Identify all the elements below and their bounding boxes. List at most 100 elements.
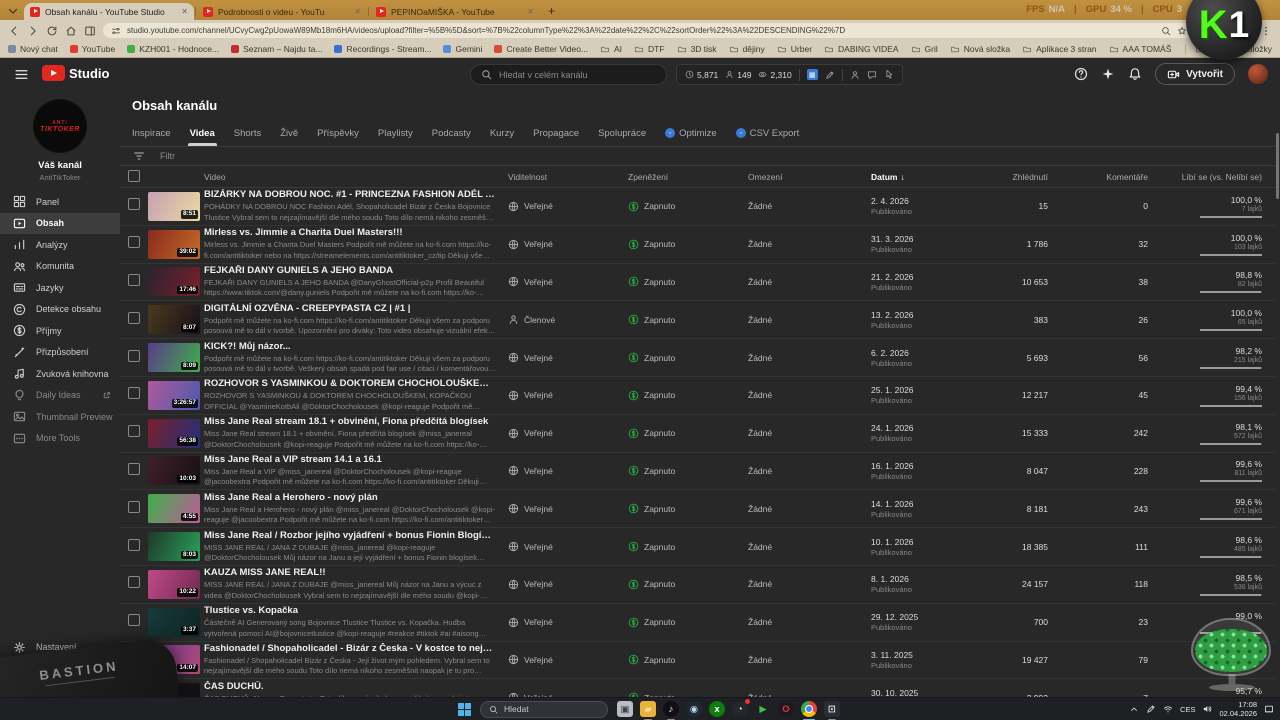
tab-inspirace[interactable]: Inspirace	[132, 127, 171, 139]
tab-close-icon[interactable]: ✕	[354, 7, 361, 16]
e-app-icon[interactable]: ⊡	[824, 701, 840, 720]
video-thumbnail[interactable]: 8:09	[148, 343, 200, 373]
pen-icon[interactable]	[1146, 704, 1156, 714]
site-settings-icon[interactable]	[111, 26, 121, 36]
file-explorer-icon[interactable]: ▰	[640, 701, 656, 720]
sparkle-icon[interactable]	[1101, 67, 1115, 81]
browser-menu-icon[interactable]	[1260, 25, 1272, 37]
video-thumbnail[interactable]: 39:02	[148, 229, 200, 259]
row-checkbox[interactable]	[128, 462, 140, 475]
opera-icon[interactable]: O	[778, 701, 794, 717]
table-row[interactable]: 8:07 DIGITÁLNÍ OZVĚNA - CREEPYPASTA CZ | …	[120, 301, 1276, 340]
video-title[interactable]: FEJKAŘI DANY GUNIELS A JEHO BANDA	[204, 264, 394, 276]
bookmark-create-better-video[interactable]: Create Better Video...	[494, 44, 588, 54]
steam-icon[interactable]: ◉	[686, 701, 702, 717]
table-row[interactable]: 8:09 KICK?! Můj názor... Podpořit mě můžet…	[120, 339, 1276, 377]
header-comments[interactable]: Komentáře	[1106, 172, 1148, 182]
pen-icon[interactable]	[825, 70, 835, 80]
bookmark-kzh001-hodnoce[interactable]: KZH001 - Hodnoce...	[127, 44, 219, 54]
browser-tab[interactable]: Obsah kanálu - YouTube Studio ✕	[24, 3, 194, 20]
row-checkbox[interactable]	[128, 576, 140, 589]
select-all-checkbox[interactable]	[128, 170, 140, 182]
table-row[interactable]: 4:55 Miss Jane Real a Herohero - nový plá…	[120, 490, 1276, 529]
video-title[interactable]: Mirless vs. Jimmie a Charita Duel Master…	[204, 227, 403, 239]
video-title[interactable]: BIZÁRKY NA DOBROU NOC. #1 - PRINCEZNA FA…	[204, 189, 496, 201]
video-title[interactable]: Miss Jane Real stream 18.1 + obvinění, F…	[204, 416, 489, 428]
bookmark-d-jiny[interactable]: dějiny	[729, 44, 765, 54]
sidebar-item-more-tools[interactable]: More Tools	[0, 428, 120, 450]
address-bar[interactable]: studio.youtube.com/channel/UCvyCwg2pUowa…	[103, 23, 1195, 38]
row-checkbox[interactable]	[128, 273, 140, 286]
tab-spolupr-ce[interactable]: Spolupráce	[598, 127, 647, 139]
row-checkbox[interactable]	[128, 538, 140, 551]
comment-icon[interactable]	[867, 70, 877, 80]
sidebar-item-zvukov-knihovna[interactable]: Zvuková knihovna	[0, 363, 120, 385]
sidebar-item-panel[interactable]: Panel	[0, 191, 120, 213]
home-icon[interactable]	[65, 25, 77, 37]
table-row[interactable]: 39:02 Mirless vs. Jimmie a Charita Duel M…	[120, 226, 1276, 264]
bookmark-seznam-najdu-ta[interactable]: Seznam – Najdu ta...	[231, 44, 322, 54]
sidebar-item-p-jmy[interactable]: Příjmy	[0, 320, 120, 342]
row-checkbox[interactable]	[128, 500, 140, 513]
bookmark-urber[interactable]: Urber	[777, 44, 812, 54]
sidebar-item-jazyky[interactable]: Jazyky	[0, 277, 120, 299]
header-date[interactable]: Datum ↓	[871, 172, 905, 182]
video-thumbnail[interactable]: 10:03	[148, 456, 200, 486]
new-tab-button[interactable]: +	[547, 3, 555, 18]
keyboard-language[interactable]: CES	[1180, 704, 1196, 714]
chrome-icon[interactable]	[801, 701, 817, 720]
bookmark-gemini[interactable]: Gemini	[443, 44, 482, 54]
wifi-icon[interactable]	[1163, 704, 1173, 714]
bookmark-3d-tisk[interactable]: 3D tisk	[677, 44, 717, 54]
tab-iv[interactable]: Živě	[280, 127, 299, 139]
row-checkbox[interactable]	[128, 236, 140, 249]
tab-propagace[interactable]: Propagace	[533, 127, 580, 139]
studio-search-input[interactable]: Hledat v celém kanálu	[470, 64, 667, 85]
tab-csv-export[interactable]: ◦ CSV Export	[735, 120, 799, 146]
tab-playlisty[interactable]: Playlisty	[377, 127, 413, 139]
tiktok-icon[interactable]: ♪	[663, 701, 679, 720]
clipboard-app-icon[interactable]: ▣	[617, 701, 633, 717]
video-title[interactable]: KAUZA MISS JANE REAL!!	[204, 567, 326, 579]
bookmark-gril[interactable]: Gril	[911, 44, 938, 54]
tray-chevron-up-icon[interactable]	[1129, 704, 1139, 714]
sidebar-item-komunita[interactable]: Komunita	[0, 256, 120, 278]
search-icon[interactable]	[1161, 26, 1171, 36]
obs-icon[interactable]: ◔	[732, 699, 750, 717]
sidebar-item-thumbnail-preview[interactable]: Thumbnail Preview	[0, 406, 120, 428]
forward-icon[interactable]	[27, 25, 39, 37]
hamburger-menu-icon[interactable]	[14, 67, 29, 82]
table-row[interactable]: ČAS DUCHŮ. ČAS DUCHŮ. AI song Prompty tu:…	[120, 679, 1276, 697]
header-views[interactable]: Zhlédnutí	[1012, 172, 1048, 182]
table-row[interactable]: 10:03 Miss Jane Real a VIP stream 14.1 a …	[120, 453, 1276, 491]
tab-close-icon[interactable]: ✕	[181, 7, 188, 16]
table-row[interactable]: 8:03 Miss Jane Real / Rozbor jejího vyjád…	[120, 528, 1276, 566]
header-monetization[interactable]: Zpeněžení	[628, 172, 669, 182]
video-title[interactable]: Fashionadel / Shopaholicadel - Bizár z Č…	[204, 642, 496, 654]
studio-logo[interactable]: Studio	[42, 65, 109, 81]
vidiq-extension-icon[interactable]: ▦	[806, 69, 818, 80]
video-thumbnail[interactable]: 4:55	[148, 494, 200, 524]
start-button-icon[interactable]	[458, 702, 471, 716]
sidebar-item-p-izp-soben[interactable]: Přizpůsobení	[0, 342, 120, 364]
create-button[interactable]: Vytvořit	[1155, 63, 1235, 85]
notifications-bell-icon[interactable]	[1128, 67, 1142, 81]
video-thumbnail[interactable]: 8:03	[148, 532, 200, 562]
table-row[interactable]: 3:26:57 ROZHOVOR S YASMINKOU & DOKTOREM C…	[120, 377, 1276, 415]
person-icon[interactable]	[850, 70, 860, 80]
video-title[interactable]: DIGITÁLNÍ OZVĚNA - CREEPYPASTA CZ | #1 |	[204, 302, 411, 314]
row-checkbox[interactable]	[128, 198, 140, 211]
sidebar-item-obsah[interactable]: Obsah	[0, 212, 120, 234]
sidebar-item-settings[interactable]: Nastavení	[0, 637, 120, 657]
table-row[interactable]: 8:51 BIZÁRKY NA DOBROU NOC. #1 - PRINCEZN…	[120, 188, 1276, 226]
tab-videa[interactable]: Videa	[187, 120, 217, 146]
help-icon[interactable]	[1074, 67, 1088, 81]
bookmark-nov-slo-ka[interactable]: Nová složka	[950, 44, 1010, 54]
video-title[interactable]: ROZHOVOR S YASMINKOU & DOKTOREM CHOCHOLO…	[204, 378, 496, 390]
back-icon[interactable]	[8, 25, 20, 37]
taskbar-clock[interactable]: 17:08 02.04.2026	[1219, 700, 1257, 719]
table-row[interactable]: 14:07 Fashionadel / Shopaholicadel - Bizá…	[120, 642, 1276, 680]
row-checkbox[interactable]	[128, 614, 140, 627]
video-thumbnail[interactable]: 3:37	[148, 607, 200, 637]
reload-icon[interactable]	[46, 25, 58, 37]
